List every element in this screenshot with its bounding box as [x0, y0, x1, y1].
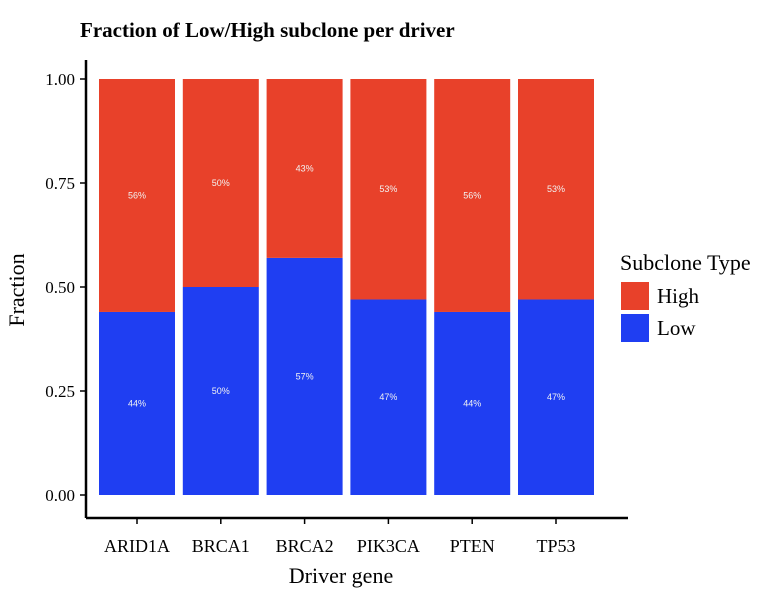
x-tick-label-arid1a: ARID1A: [104, 536, 170, 556]
legend-items: High Low: [621, 282, 700, 342]
bar-low-brca2: [266, 257, 343, 495]
data-label-low-brca1: 50%: [212, 386, 230, 396]
bar-high-brca1: [182, 79, 259, 287]
y-ticks-group: 0.00 0.25 0.50 0.75 1.00: [45, 70, 86, 505]
bar-high-pik3ca: [350, 79, 427, 300]
bar-low-pik3ca: [350, 299, 427, 495]
data-label-high-pik3ca: 53%: [379, 184, 397, 194]
y-tick-label: 0.50: [45, 278, 75, 297]
chart-title: Fraction of Low/High subclone per driver: [80, 18, 455, 42]
x-tick-label-brca1: BRCA1: [192, 536, 250, 556]
data-label-low-pik3ca: 47%: [379, 392, 397, 402]
legend-title: Subclone Type: [620, 250, 751, 275]
data-label-high-arid1a: 56%: [128, 190, 146, 200]
bar-low-tp53: [518, 299, 594, 495]
y-tick-label: 1.00: [45, 70, 75, 89]
data-label-high-pten: 56%: [463, 190, 481, 200]
data-label-high-brca2: 43%: [296, 163, 314, 173]
bar-high-arid1a: [99, 79, 175, 312]
x-ticks-group: ARID1A BRCA1 BRCA2 PIK3CA PTEN TP53: [104, 518, 576, 556]
y-tick-label: 0.25: [45, 382, 75, 401]
bar-low-pten: [434, 311, 511, 495]
x-axis-label: Driver gene: [289, 563, 393, 588]
bar-high-brca2: [266, 79, 343, 258]
y-tick-label: 0.00: [45, 486, 75, 505]
x-tick-label-brca2: BRCA2: [276, 536, 334, 556]
bar-high-pten: [434, 79, 511, 312]
x-tick-label-tp53: TP53: [536, 536, 575, 556]
bar-high-tp53: [518, 79, 594, 300]
legend-label-high: High: [657, 284, 700, 308]
x-tick-label-pten: PTEN: [450, 536, 495, 556]
data-label-high-tp53: 53%: [547, 184, 565, 194]
data-label-high-brca1: 50%: [212, 178, 230, 188]
data-label-low-arid1a: 44%: [128, 398, 146, 408]
data-label-low-pten: 44%: [463, 398, 481, 408]
legend-swatch-low: [621, 314, 649, 342]
data-label-low-tp53: 47%: [547, 392, 565, 402]
legend: Subclone Type High Low: [620, 250, 751, 342]
data-label-low-brca2: 57%: [296, 371, 314, 381]
y-axis-label: Fraction: [4, 253, 29, 326]
legend-label-low: Low: [657, 316, 696, 340]
x-tick-label-pik3ca: PIK3CA: [357, 536, 420, 556]
legend-swatch-high: [621, 282, 649, 310]
bar-low-brca1: [182, 287, 259, 495]
bar-low-arid1a: [99, 311, 175, 495]
y-tick-label: 0.75: [45, 174, 75, 193]
bars-group: [99, 79, 594, 495]
bar-labels-group: 44% 56% 50% 50% 57% 43% 47% 53% 44% 56% 47% 53%: [128, 163, 565, 408]
